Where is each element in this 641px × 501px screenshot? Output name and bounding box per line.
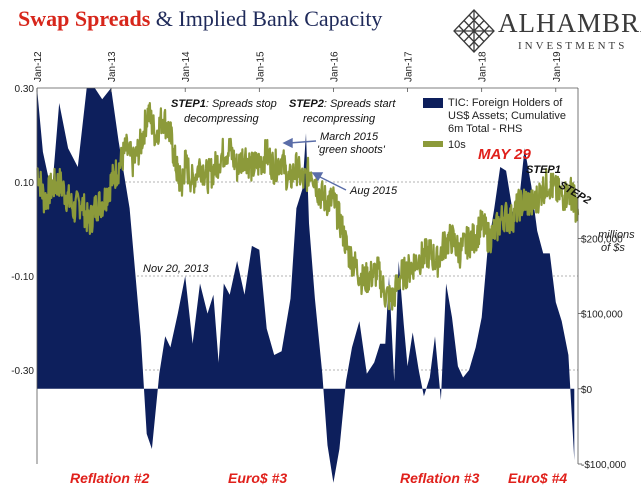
y-right-label-line1: millions	[598, 229, 635, 241]
annotation-aug2015: Aug 2015	[349, 185, 398, 197]
y-left-tick-2: -0.10	[11, 272, 34, 283]
title-part-2: & Implied Bank Capacity	[150, 6, 383, 31]
x-tick-label-5: Jan-17	[404, 51, 415, 82]
y-right-ticks: $200,000 $100,000 $0 -$100,000	[578, 234, 626, 471]
logo-subtitle: INVESTMENTS	[518, 40, 628, 52]
annotation-march2015-line2: 'green shoots'	[317, 144, 386, 156]
page-title: Swap Spreads & Implied Bank Capacity	[18, 6, 382, 32]
x-tick-label-1: Jan-13	[107, 51, 118, 82]
arrow-march2015	[288, 140, 317, 144]
regime-reflation-2: Reflation #2	[70, 470, 150, 486]
x-tick-label-6: Jan-18	[478, 51, 489, 82]
legend: TIC: Foreign Holders of US$ Assets; Cumu…	[423, 97, 566, 151]
y-right-tick-2: $0	[581, 385, 593, 396]
x-tick-label-0: Jan-12	[33, 51, 44, 82]
arrow-aug2015	[317, 175, 347, 191]
arrow-march2015-head	[282, 137, 293, 149]
annotation-step1-rest: : Spreads stop	[206, 98, 277, 110]
annotation-step2-rest: : Spreads start	[324, 98, 396, 110]
annotation-step2: STEP2: Spreads start	[289, 98, 396, 110]
x-tick-label-2: Jan-14	[181, 51, 192, 82]
annotation-step1b: STEP1	[526, 164, 561, 176]
annotation-step1: STEP1: Spreads stop	[171, 98, 277, 110]
x-axis-ticks: Jan-12 Jan-13 Jan-14 Jan-15 Jan-16 Jan-17 Jan-…	[33, 51, 563, 92]
legend-label-tic-line1: TIC: Foreign Holders of	[448, 97, 563, 109]
legend-label-tic-line2: US$ Assets; Cumulative	[448, 110, 566, 122]
annotation-march2015-line1: March 2015	[320, 131, 379, 143]
legend-label-tic-line3: 6m Total - RHS	[448, 123, 522, 135]
axes	[36, 87, 579, 464]
regime-labels: Reflation #2 Euro$ #3 Reflation #3 Euro$…	[70, 470, 567, 486]
legend-swatch-10s	[423, 141, 443, 147]
annotation-step1-line2: decompressing	[184, 113, 259, 125]
y-left-tick-3: -0.30	[11, 366, 34, 377]
annotation-step1-bold: STEP1	[171, 98, 206, 110]
regime-eurodollar-3: Euro$ #3	[228, 470, 287, 486]
tic-area-layer	[37, 88, 575, 483]
regime-eurodollar-4: Euro$ #4	[508, 470, 567, 486]
title-part-1: Swap Spreads	[18, 6, 151, 31]
arrow-aug2015-head	[311, 172, 324, 182]
y-right-tick-3: -$100,000	[581, 460, 626, 471]
series-tic-area	[37, 88, 575, 483]
annotation-arrows	[282, 137, 347, 191]
legend-swatch-tic	[423, 98, 443, 108]
x-tick-label-4: Jan-16	[329, 51, 340, 82]
annotation-step2-bold: STEP2	[289, 98, 324, 110]
x-tick-label-3: Jan-15	[255, 51, 266, 82]
x-tick-label-7: Jan-19	[552, 51, 563, 82]
regime-reflation-3: Reflation #3	[400, 470, 480, 486]
annotation-may29: MAY 29	[478, 146, 531, 163]
annotation-step2-line2: recompressing	[303, 113, 376, 125]
logo: ALHAMBRA INVESTMENTS	[452, 6, 641, 64]
y-right-tick-1: $100,000	[581, 310, 623, 321]
y-right-tick-0: $200,000	[581, 234, 623, 245]
y-right-label-line2: of $s	[601, 242, 625, 254]
legend-label-10s: 10s	[448, 139, 466, 151]
annotations: STEP1: Spreads stop decompressing STEP2:…	[143, 98, 593, 275]
y-left-tick-0: 0.30	[15, 84, 35, 95]
diamond-lattice-icon	[453, 9, 495, 53]
series-10s-line	[36, 102, 580, 311]
logo-name: ALHAMBRA	[498, 8, 641, 38]
tens-line-layer	[36, 102, 580, 311]
y-left-ticks: 0.30 0.10 -0.10 -0.30	[11, 84, 34, 377]
annotation-nov2013: Nov 20, 2013	[143, 263, 209, 275]
y-left-tick-1: 0.10	[15, 178, 35, 189]
